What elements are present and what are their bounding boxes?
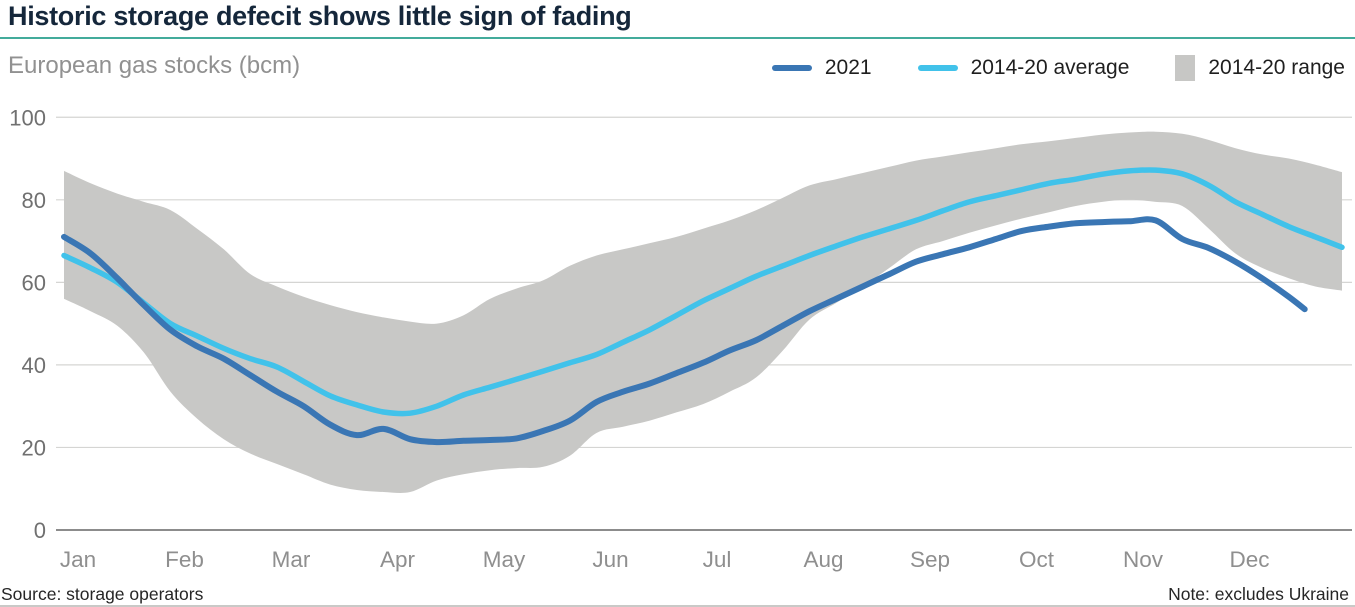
- series-line-2021: [61, 216, 1308, 446]
- legend-item-2021: 2021: [771, 56, 872, 80]
- x-tick-label: Feb: [165, 547, 204, 572]
- x-tick-label: Dec: [1229, 547, 1269, 572]
- legend-swatch-icon: [1175, 55, 1196, 81]
- chart-footer: Source: storage operators Note: excludes…: [1, 584, 1349, 605]
- y-tick-label: 100: [9, 105, 46, 130]
- legend-label: 2014-20 range: [1208, 56, 1345, 79]
- x-tick-label: Sep: [910, 547, 950, 572]
- x-tick-label: Nov: [1123, 547, 1164, 572]
- x-tick-label: Aug: [803, 547, 843, 572]
- legend-label: 2014-20 average: [970, 56, 1130, 79]
- y-tick-label: 0: [34, 518, 46, 543]
- legend-label: 2021: [824, 56, 872, 79]
- legend: 2021 2014-20 average 2014-20 range: [771, 55, 1345, 81]
- series-line-2014-20-average: [61, 167, 1345, 417]
- legend-item-2014-20-range: 2014-20 range: [1175, 55, 1345, 81]
- legend-swatch-icon: [917, 65, 958, 71]
- y-tick-label: 80: [22, 188, 46, 213]
- y-tick-label: 40: [22, 353, 46, 378]
- legend-swatch-icon: [771, 65, 812, 71]
- y-tick-label: 60: [22, 270, 46, 295]
- chart-title: Historic storage defecit shows little si…: [8, 1, 632, 31]
- x-tick-label: Jan: [60, 547, 96, 572]
- gas-storage-line-chart: 0 20 40 60 80 100 Jan Feb Mar Apr May Jun Jul Aug Sep O…: [9, 105, 1352, 572]
- x-tick-label: Jun: [592, 547, 628, 572]
- chart-subtitle: European gas stocks (bcm): [8, 52, 301, 79]
- x-tick-label: Mar: [272, 547, 311, 572]
- x-tick-label: Apr: [380, 547, 416, 572]
- y-tick-label: 20: [22, 435, 46, 460]
- x-tick-label: May: [483, 547, 526, 572]
- exclusion-note: Note: excludes Ukraine: [1168, 584, 1349, 604]
- x-tick-label: Oct: [1019, 547, 1055, 572]
- range-band-2014-20: [64, 131, 1342, 493]
- source-note: Source: storage operators: [1, 584, 204, 604]
- title-underline: [0, 37, 1355, 39]
- x-axis-labels: Jan Feb Mar Apr May Jun Jul Aug Sep Oct Nov Dec: [60, 547, 1270, 572]
- x-tick-label: Jul: [703, 547, 732, 572]
- legend-item-2014-20-average: 2014-20 average: [917, 56, 1130, 80]
